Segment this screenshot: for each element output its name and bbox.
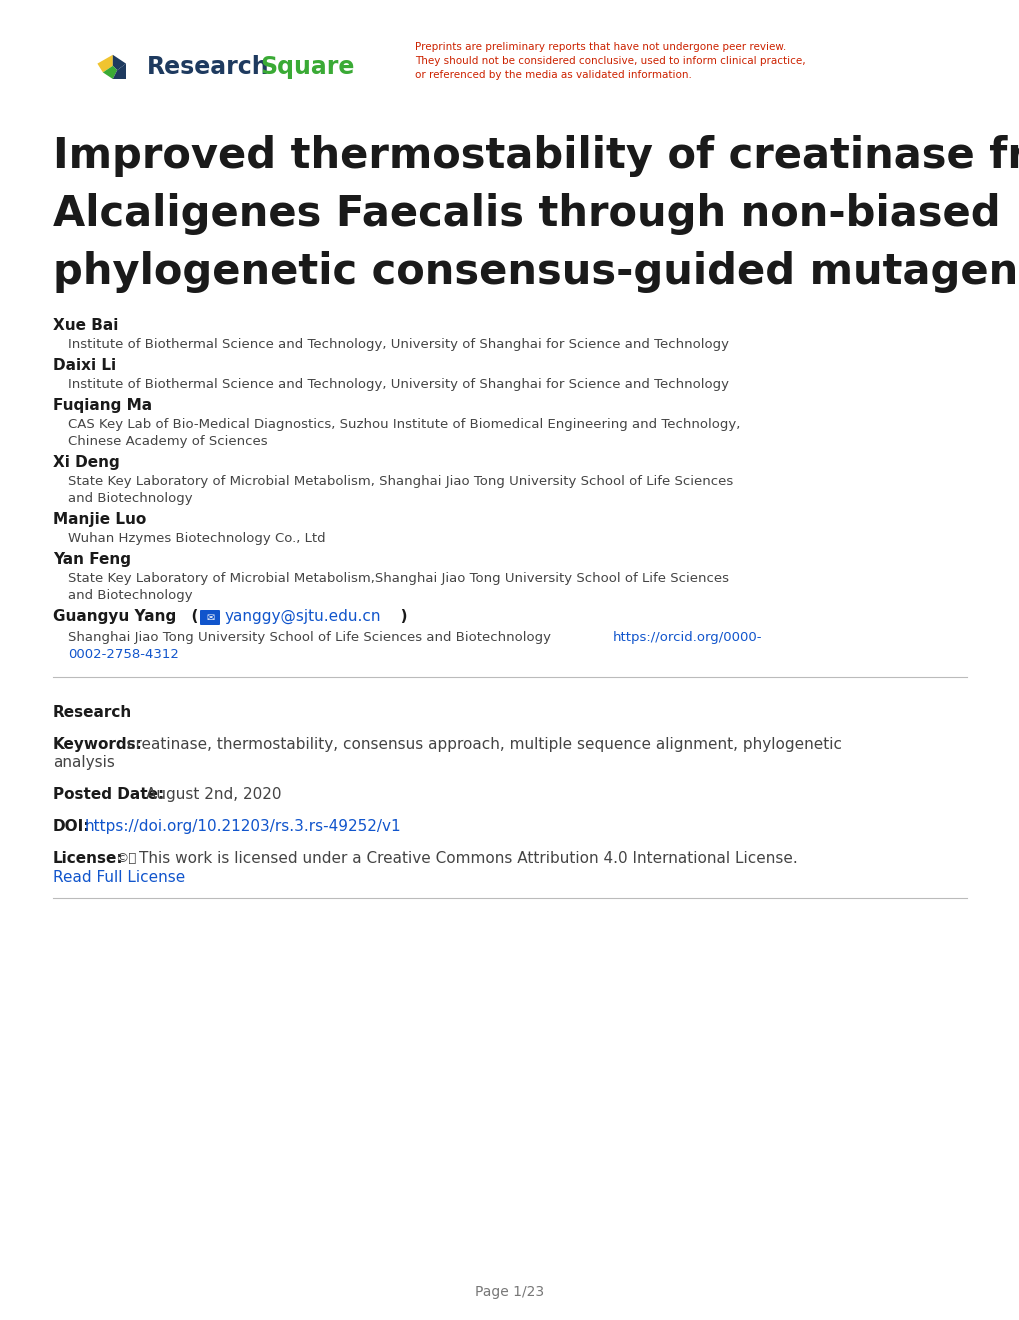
- Text: Alcaligenes Faecalis through non-biased: Alcaligenes Faecalis through non-biased: [53, 193, 1000, 235]
- Polygon shape: [97, 55, 113, 73]
- Text: creatinase, thermostability, consensus approach, multiple sequence alignment, ph: creatinase, thermostability, consensus a…: [127, 737, 841, 752]
- Text: Research: Research: [147, 55, 269, 79]
- Text: Research: Research: [53, 705, 132, 719]
- Polygon shape: [103, 66, 117, 79]
- Text: and Biotechnology: and Biotechnology: [68, 589, 193, 602]
- Text: analysis: analysis: [53, 755, 115, 770]
- Polygon shape: [113, 55, 126, 70]
- Text: Institute of Biothermal Science and Technology, University of Shanghai for Scien: Institute of Biothermal Science and Tech…: [68, 338, 729, 351]
- Text: Xue Bai: Xue Bai: [53, 318, 118, 333]
- Text: Improved thermostability of creatinase from: Improved thermostability of creatinase f…: [53, 135, 1019, 177]
- Text: They should not be considered conclusive, used to inform clinical practice,: They should not be considered conclusive…: [415, 55, 805, 66]
- Text: 0002-2758-4312: 0002-2758-4312: [68, 648, 178, 661]
- Text: License:: License:: [53, 851, 123, 866]
- Text: Daixi Li: Daixi Li: [53, 358, 116, 374]
- Text: Chinese Academy of Sciences: Chinese Academy of Sciences: [68, 436, 267, 447]
- Text: Wuhan Hzymes Biotechnology Co., Ltd: Wuhan Hzymes Biotechnology Co., Ltd: [68, 532, 325, 545]
- Text: https://orcid.org/0000-: https://orcid.org/0000-: [612, 631, 762, 644]
- Text: yanggy@sjtu.edu.cn: yanggy@sjtu.edu.cn: [225, 609, 381, 624]
- Text: Keywords:: Keywords:: [53, 737, 143, 752]
- Text: Yan Feng: Yan Feng: [53, 552, 130, 568]
- Text: ✉: ✉: [206, 612, 214, 623]
- Text: Shanghai Jiao Tong University School of Life Sciences and Biotechnology: Shanghai Jiao Tong University School of …: [68, 631, 550, 644]
- Text: Institute of Biothermal Science and Technology, University of Shanghai for Scien: Institute of Biothermal Science and Tech…: [68, 378, 729, 391]
- Polygon shape: [113, 63, 126, 79]
- Text: Read Full License: Read Full License: [53, 870, 185, 884]
- Text: ): ): [392, 609, 408, 624]
- Text: This work is licensed under a Creative Commons Attribution 4.0 International Lic: This work is licensed under a Creative C…: [139, 851, 797, 866]
- Text: and Biotechnology: and Biotechnology: [68, 492, 193, 506]
- Text: Posted Date:: Posted Date:: [53, 787, 164, 803]
- Text: Page 1/23: Page 1/23: [475, 1284, 544, 1299]
- Text: Square: Square: [260, 55, 354, 79]
- Text: Preprints are preliminary reports that have not undergone peer review.: Preprints are preliminary reports that h…: [415, 42, 786, 51]
- Text: or referenced by the media as validated information.: or referenced by the media as validated …: [415, 70, 691, 81]
- Text: Manjie Luo: Manjie Luo: [53, 512, 146, 527]
- Text: State Key Laboratory of Microbial Metabolism, Shanghai Jiao Tong University Scho: State Key Laboratory of Microbial Metabo…: [68, 475, 733, 488]
- FancyBboxPatch shape: [200, 610, 220, 624]
- Text: https://doi.org/10.21203/rs.3.rs-49252/v1: https://doi.org/10.21203/rs.3.rs-49252/v…: [85, 818, 401, 834]
- Text: Fuqiang Ma: Fuqiang Ma: [53, 399, 152, 413]
- Text: DOI:: DOI:: [53, 818, 91, 834]
- Text: State Key Laboratory of Microbial Metabolism,Shanghai Jiao Tong University Schoo: State Key Laboratory of Microbial Metabo…: [68, 572, 729, 585]
- Text: phylogenetic consensus-guided mutagenesis: phylogenetic consensus-guided mutagenesi…: [53, 251, 1019, 293]
- Text: Guangyu Yang  (: Guangyu Yang (: [53, 609, 198, 624]
- Text: Xi Deng: Xi Deng: [53, 455, 119, 470]
- Text: ©ⓘ: ©ⓘ: [115, 851, 137, 865]
- Text: August 2nd, 2020: August 2nd, 2020: [146, 787, 281, 803]
- Text: CAS Key Lab of Bio-Medical Diagnostics, Suzhou Institute of Biomedical Engineeri: CAS Key Lab of Bio-Medical Diagnostics, …: [68, 418, 740, 432]
